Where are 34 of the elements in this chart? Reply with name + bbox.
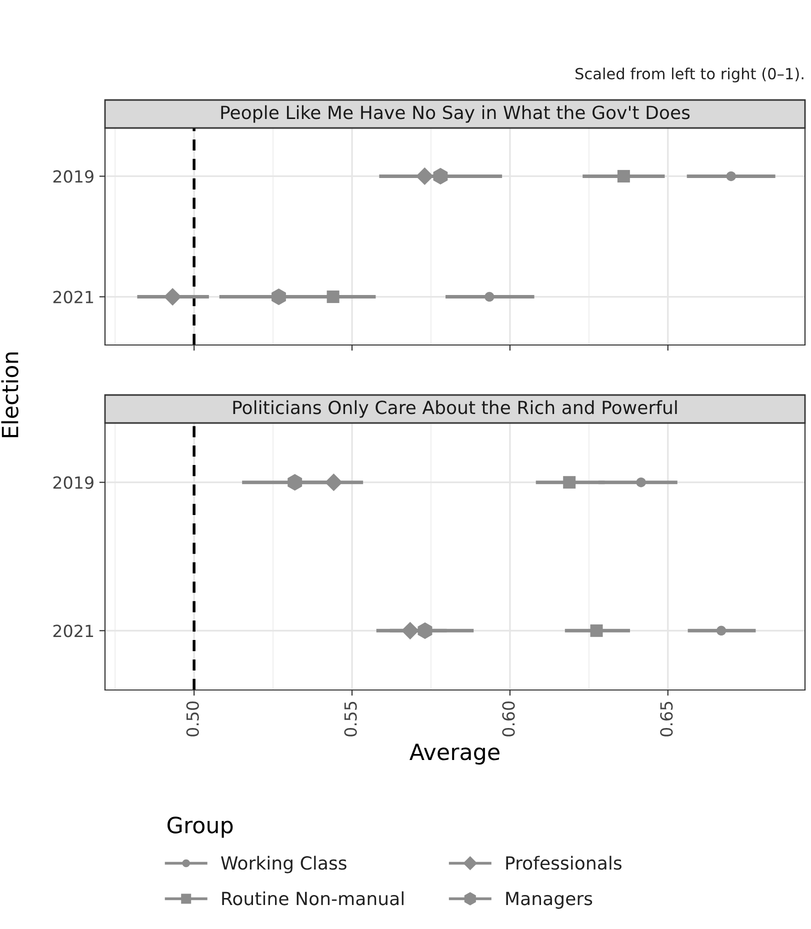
point: [617, 170, 630, 182]
point: [324, 473, 343, 492]
point: [716, 626, 726, 636]
legend-label: Routine Non-manual: [222, 891, 404, 906]
text: Scaled from left to right (0–1).: [576, 68, 804, 82]
x-tick-label: 0.60: [502, 702, 515, 736]
point: [484, 292, 494, 302]
point: [726, 171, 736, 182]
y-tick-label: 2021: [53, 624, 94, 638]
y-tick-label: 2021: [53, 290, 94, 304]
point: [563, 476, 576, 489]
legend-label: Managers: [506, 892, 592, 909]
chart-title: People Like Me Have No Say in What the Gov't Does: [221, 105, 690, 123]
point: [590, 624, 603, 637]
chart-title: Politicians Only Care About the Rich and Powerful: [233, 400, 677, 418]
point: [288, 474, 302, 491]
legend-label: Professionals: [506, 856, 622, 870]
legend-title: Group: [167, 816, 233, 838]
x-tick-label: 0.50: [186, 702, 199, 736]
point: [416, 167, 434, 186]
x-axis-title: Average: [410, 744, 500, 765]
point: [418, 622, 432, 639]
x-tick-label: 0.65: [660, 702, 673, 736]
y-tick-label: 2019: [53, 476, 94, 489]
point: [326, 290, 340, 304]
point: [636, 477, 646, 488]
x-tick-label: 0.55: [344, 702, 357, 736]
y-axis-title: Election: [1, 352, 18, 438]
point: [272, 288, 286, 306]
point: [164, 288, 182, 306]
y-tick-label: 2019: [53, 170, 94, 183]
point: [401, 622, 419, 640]
point: [433, 168, 448, 185]
legend-label: Working Class: [221, 856, 346, 874]
